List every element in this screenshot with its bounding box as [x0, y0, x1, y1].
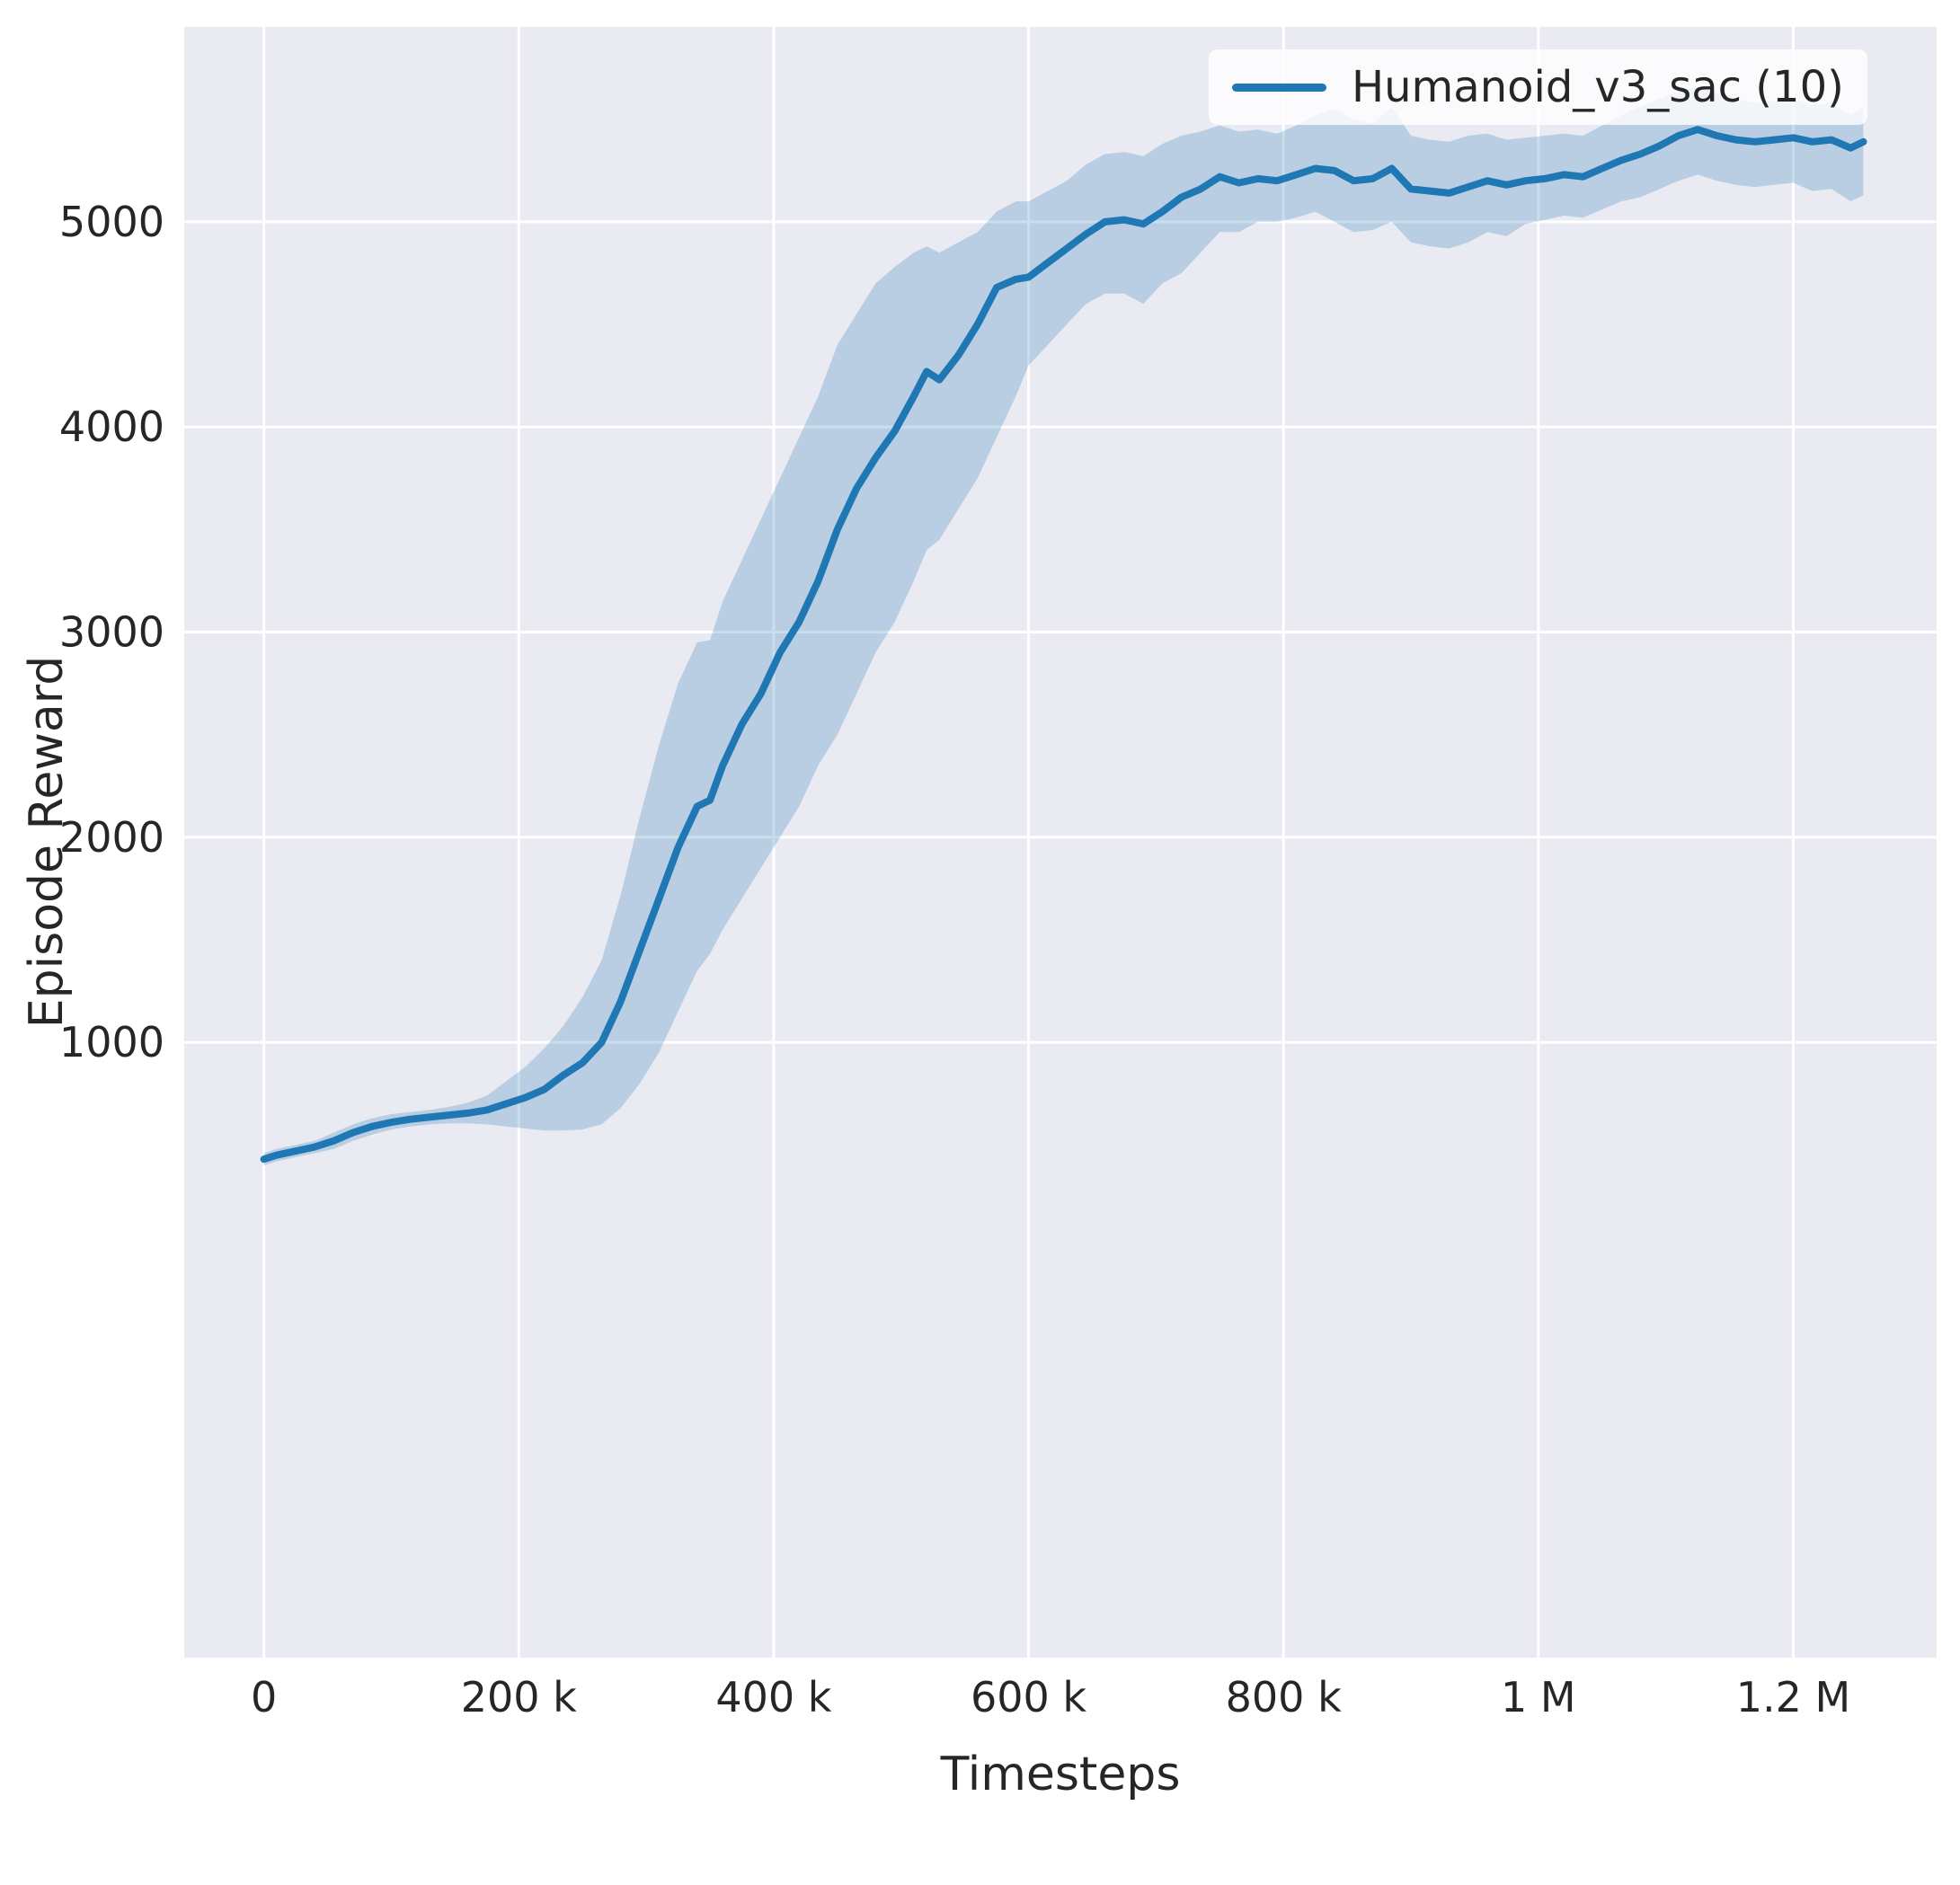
legend-line-sample	[1232, 83, 1326, 92]
x-tick-label: 400 k	[715, 1673, 831, 1721]
y-tick-label: 3000	[59, 607, 164, 656]
y-tick-label: 5000	[59, 198, 164, 246]
legend-label: Humanoid_v3_sac (10)	[1352, 62, 1844, 112]
y-tick-label: 1000	[59, 1018, 164, 1066]
x-axis-label: Timesteps	[940, 1748, 1181, 1801]
y-tick-label: 2000	[59, 813, 164, 862]
x-tick-label: 1.2 M	[1736, 1673, 1850, 1721]
series-line	[260, 126, 1867, 1164]
x-tick-label: 600 k	[971, 1673, 1086, 1721]
x-tick-label: 200 k	[461, 1673, 577, 1721]
x-tick-label: 800 k	[1226, 1673, 1342, 1721]
x-tick-label: 1 M	[1501, 1673, 1576, 1721]
y-tick-label: 4000	[59, 403, 164, 451]
legend: Humanoid_v3_sac (10)	[1209, 49, 1867, 125]
plot-background	[184, 27, 1937, 1658]
x-tick-label: 0	[251, 1673, 277, 1721]
y-axis-label: Episode Reward	[20, 655, 74, 1029]
